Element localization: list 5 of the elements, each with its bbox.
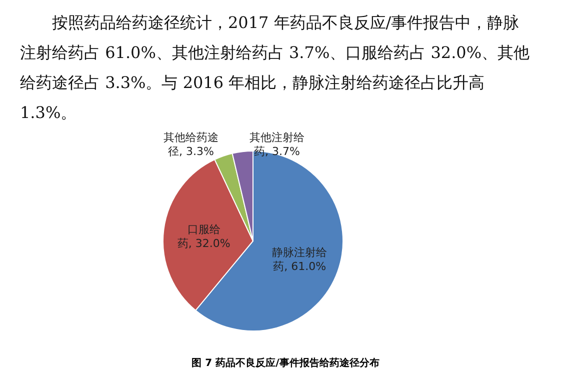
text: 按照药品给药途径统计，2017 年药品不良反应/事件报告中，静脉注射给药占 61.0%、其他注射给药占 3.7%、口服给药占 32.0%、其他给药途径占 3.3%。与 2016 年相比，静脉注射给药途径占比升高 1.3%。 bbox=[20, 12, 530, 124]
text: 图 7 药品不良反应/事件报告给药途径分布 bbox=[190, 356, 380, 370]
slice-label: 静脉注射给药, 61.0% bbox=[272, 246, 328, 273]
slice-label: 其他给药途径, 3.3% bbox=[164, 131, 218, 158]
slice-label: 口服给药, 32.0% bbox=[177, 222, 230, 250]
